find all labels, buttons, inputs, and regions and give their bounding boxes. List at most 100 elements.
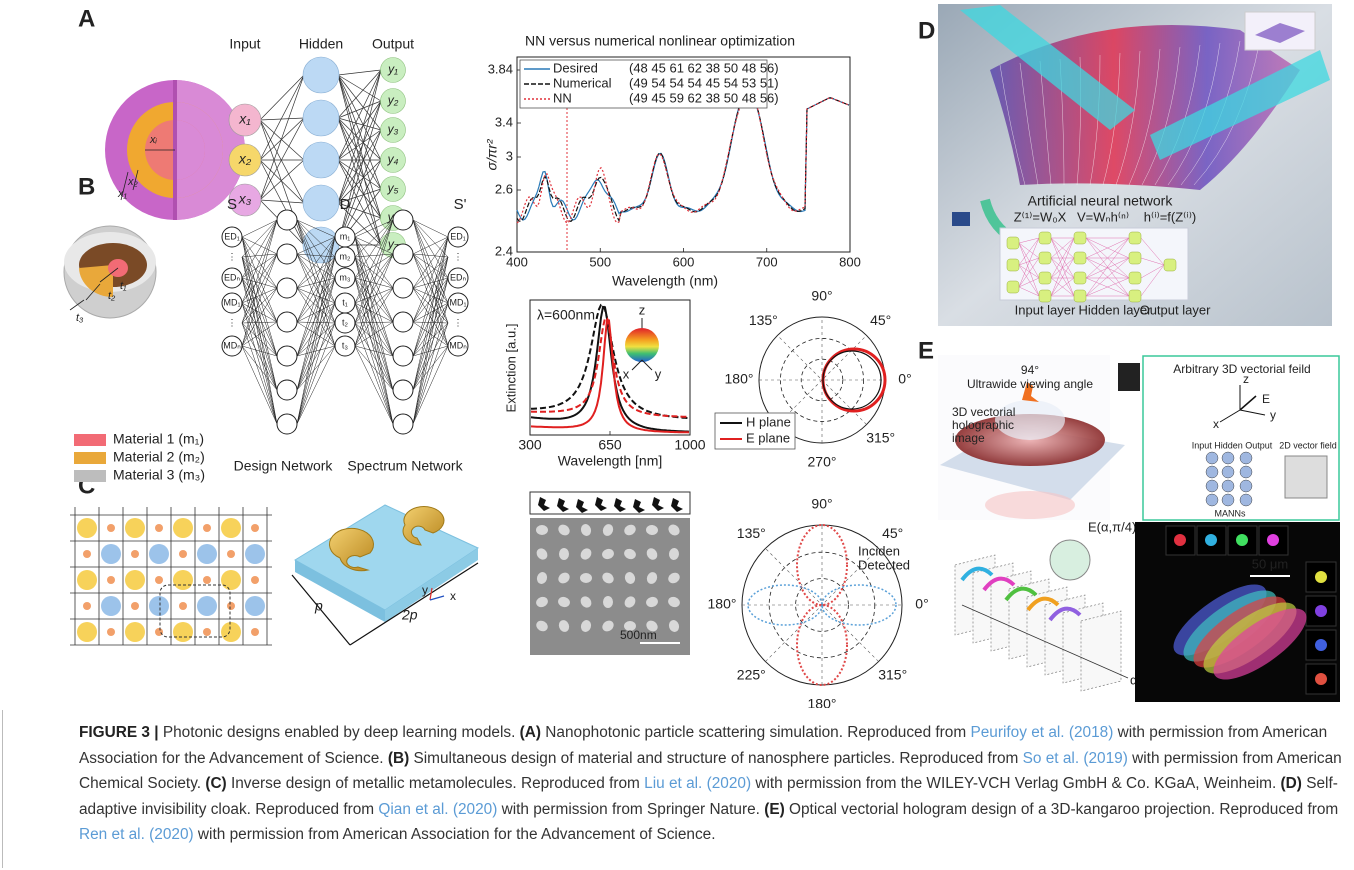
node-label: ⋮	[454, 251, 463, 261]
line	[297, 257, 335, 390]
ann-node	[1039, 272, 1051, 284]
caption-segment: (D)	[1281, 775, 1302, 792]
thumb-blob	[1174, 534, 1186, 546]
group-label: S	[227, 196, 237, 213]
sem-particle	[580, 573, 592, 583]
node-label: ED₁	[224, 231, 240, 241]
lattice-site	[77, 570, 97, 590]
lattice-site	[149, 596, 169, 616]
caption-segment: FIGURE 3 |	[79, 724, 159, 741]
line	[355, 257, 393, 390]
citation-link[interactable]: So et al. (2019)	[1023, 750, 1128, 767]
hidden-node	[303, 57, 339, 93]
lattice-site	[251, 576, 259, 584]
annotation: 2D vector field	[1279, 440, 1337, 450]
caption-segment: Optical vectorial hologram design of a 3…	[785, 801, 1339, 818]
detector	[952, 212, 970, 226]
angle-label: 45°	[882, 525, 903, 541]
line	[242, 346, 277, 424]
node-label: MDₙ	[223, 340, 241, 350]
line	[242, 323, 277, 390]
node-label: MDₙ	[449, 340, 467, 350]
citation-link[interactable]: Ren et al. (2020)	[79, 826, 194, 843]
lattice-site	[83, 602, 91, 610]
lattice-site	[173, 570, 193, 590]
caption-segment: (B)	[388, 750, 409, 767]
equation: h⁽ⁱ⁾=f(Z⁽ⁱ⁾)	[1144, 209, 1196, 224]
line	[642, 360, 652, 370]
angle-label: 180°	[725, 371, 754, 387]
angle-label: 315°	[878, 666, 907, 682]
legend-label: NN	[553, 90, 572, 105]
legend-label: H plane	[746, 414, 791, 429]
caption-segment: Simultaneous design of material and stru…	[409, 750, 1022, 767]
line	[413, 288, 448, 323]
thumb-blob	[1267, 534, 1279, 546]
scale-label: 500nm	[620, 628, 657, 642]
ann-node	[1007, 259, 1019, 271]
lattice-site	[173, 622, 193, 642]
hidden-node	[277, 244, 297, 264]
slice	[1081, 611, 1121, 691]
hidden-node	[393, 210, 413, 230]
y-axis-label: σ/πr²	[484, 138, 500, 170]
sem-image	[530, 518, 690, 655]
x-tick-label: 800	[839, 254, 861, 269]
y-tick-label: 3.4	[495, 114, 513, 129]
panel-label: D	[918, 17, 935, 44]
line	[413, 303, 448, 390]
x-axis-label: Wavelength [nm]	[558, 453, 663, 469]
x-tick-label: 300	[518, 437, 542, 453]
line	[297, 323, 335, 390]
hidden-node	[303, 142, 339, 178]
angle-label: 90°	[811, 496, 832, 512]
lattice-site	[155, 576, 163, 584]
lattice-site	[227, 550, 235, 558]
line	[413, 257, 448, 390]
ann-node	[1074, 290, 1086, 302]
group-label: S'	[454, 196, 467, 213]
angle-label: 0°	[898, 371, 911, 387]
angle-label: 45°	[870, 312, 891, 328]
citation-link[interactable]: Peurifoy et al. (2018)	[970, 724, 1113, 741]
line	[297, 303, 335, 424]
line	[413, 323, 448, 390]
output-label: y₁	[387, 62, 398, 76]
line	[297, 346, 335, 424]
output-label: y₂	[387, 93, 399, 107]
hidden-node	[303, 100, 339, 136]
line	[242, 237, 277, 424]
ann-node	[1039, 252, 1051, 264]
citation-link[interactable]: Liu et al. (2020)	[644, 775, 751, 792]
legend-code: (49 45 59 62 38 50 48 56)	[629, 90, 779, 105]
material-label: Material 1 (m₁)	[113, 431, 204, 447]
line	[260, 75, 304, 120]
lattice-site	[101, 596, 121, 616]
y-tick-label: 3	[506, 148, 513, 163]
mann-node	[1240, 480, 1252, 492]
axis-letter: x	[1213, 417, 1219, 431]
annotation: Input Hidden Output	[1192, 440, 1273, 450]
ann-node	[1074, 272, 1086, 284]
legend-code: (48 45 61 62 38 50 48 56)	[629, 60, 779, 75]
line	[338, 70, 381, 118]
hidden-node	[277, 210, 297, 230]
line	[297, 303, 335, 390]
angle-label: 90°	[811, 288, 832, 304]
angle-label: 180°	[808, 696, 837, 708]
y-tick-label: 3.84	[488, 61, 513, 76]
lattice-site	[221, 622, 241, 642]
output-label: y₅	[387, 181, 399, 195]
y-tick-label: 2.6	[495, 181, 513, 196]
annotation: Arbitrary 3D vectorial feild	[1173, 362, 1310, 376]
thumb-blob	[1236, 534, 1248, 546]
legend-label: E plane	[746, 430, 790, 445]
citation-link[interactable]: Qian et al. (2020)	[378, 801, 497, 818]
mann-node	[1222, 494, 1234, 506]
lattice-site	[251, 628, 259, 636]
ann-node	[1007, 237, 1019, 249]
line	[413, 303, 448, 424]
hidden-node	[277, 312, 297, 332]
line	[413, 237, 448, 424]
lattice-site	[245, 544, 265, 564]
